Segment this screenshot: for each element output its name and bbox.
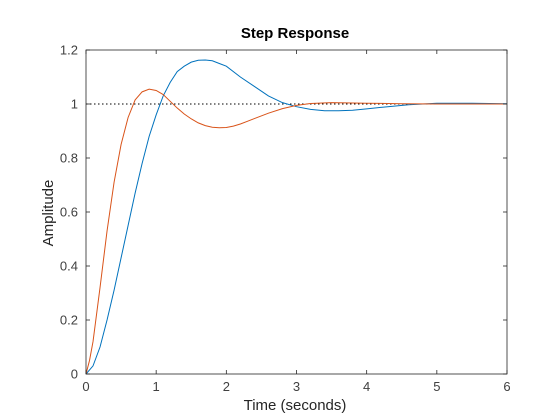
series-line-2 xyxy=(85,88,507,375)
y-tick-label: 1 xyxy=(71,97,78,112)
y-tick-label: 0.8 xyxy=(60,151,78,166)
axes-box xyxy=(85,49,508,375)
x-tick-label: 6 xyxy=(503,379,510,394)
y-axis-label: Amplitude xyxy=(40,180,57,247)
x-axis-label: Time (seconds) xyxy=(244,397,347,414)
y-tick-label: 0.2 xyxy=(60,313,78,328)
x-tick-label: 2 xyxy=(223,379,230,394)
x-tick-label: 3 xyxy=(293,379,300,394)
x-tick-label: 0 xyxy=(82,379,89,394)
x-tick-label: 5 xyxy=(433,379,440,394)
plot-area: 0 1 2 3 4 5 6 0 0.2 0.4 0.6 0.8 1 1.2 xyxy=(60,43,511,395)
series-line-1 xyxy=(85,59,508,375)
y-tick-label: 1.2 xyxy=(60,43,78,58)
y-tick-label: 0.6 xyxy=(60,205,78,220)
y-tick-label: 0 xyxy=(71,367,78,382)
x-tick-label: 1 xyxy=(153,379,160,394)
y-tick-label: 0.4 xyxy=(60,259,78,274)
chart-title: Step Response xyxy=(241,25,349,42)
x-tick-label: 4 xyxy=(363,379,370,394)
